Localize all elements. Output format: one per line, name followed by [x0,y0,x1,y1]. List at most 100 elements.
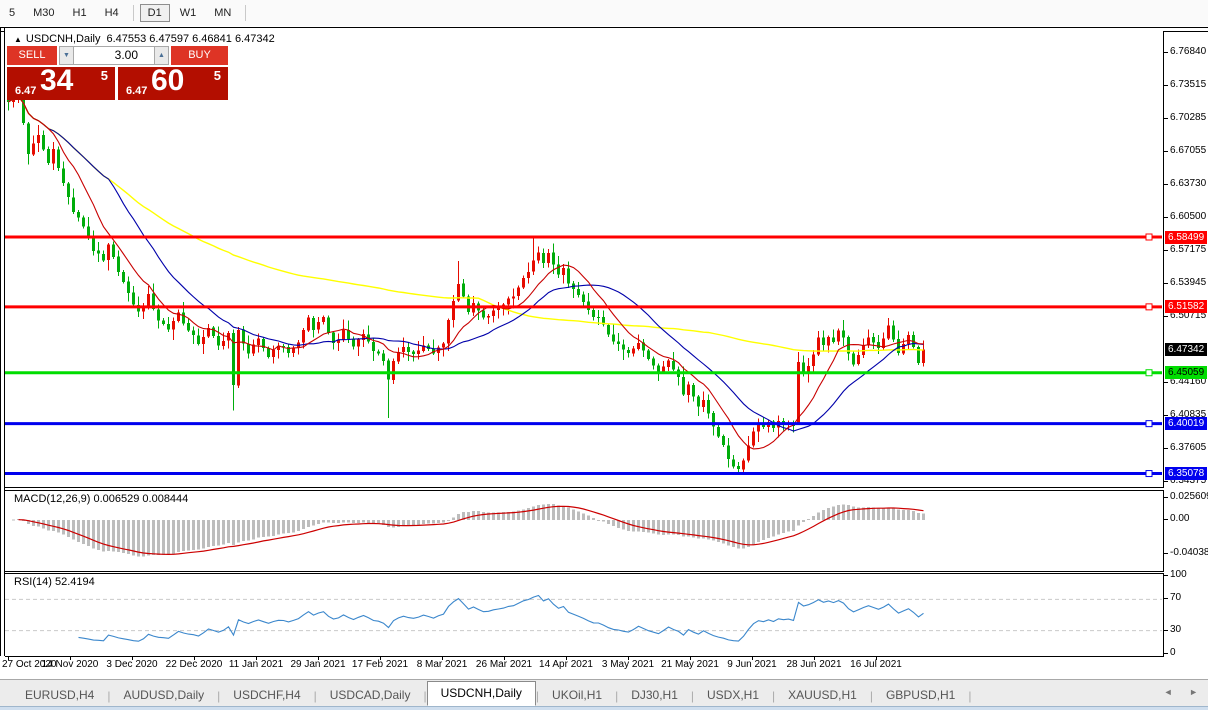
line-price-label: 6.51582 [1165,300,1208,314]
rsi-tick-label: 0 [1170,647,1176,658]
macd-tick-label: 0.00 [1170,513,1190,524]
chart-symbol: USDCNH,Daily [25,33,101,45]
date-tick [132,656,133,660]
timeframe-button-mn[interactable]: MN [214,7,232,19]
toolbar-separator [132,5,134,21]
tab-scroll-left-icon[interactable]: ◄ [1163,687,1173,697]
tab-separator: | [313,689,317,703]
tab-xauusd[interactable]: XAUUSD,H1 [788,688,857,702]
tab-usdcad[interactable]: USDCAD,Daily [329,688,411,702]
tab-separator: | [535,689,540,703]
price-tick-label: 6.73515 [1170,79,1207,91]
tab-usdchf[interactable]: USDCHF,H4 [233,688,301,702]
tab-usdcnh[interactable]: USDCNH,Daily [426,681,536,706]
price-tick-label: 6.57175 [1170,244,1207,256]
date-tick [628,656,629,660]
price-tick-label: 6.50715 [1170,309,1207,321]
date-tick [194,656,195,660]
hline-handle[interactable] [1145,420,1153,428]
date-tick [752,656,753,660]
volume-input[interactable]: 3.00 [74,46,154,65]
price-tick-label: 6.40835 [1170,409,1207,421]
sell-button[interactable]: SELL [7,46,57,65]
price-chart-canvas[interactable] [5,31,1162,487]
date-tick [318,656,319,660]
tab-usdx[interactable]: USDX,H1 [707,688,760,702]
macd-tick-label: -0.04038 [1170,547,1208,559]
date-tick [256,656,257,660]
tab-separator: | [107,689,111,703]
hline-handle[interactable] [1145,470,1153,478]
line-price-label: 6.45059 [1165,366,1208,380]
price-tick [1164,480,1168,482]
macd-tick [1164,519,1168,520]
timeframe-button-d1[interactable]: D1 [139,4,170,22]
volume-decrease-button[interactable]: ▼ [59,46,74,65]
chart-window-left-border [0,27,5,656]
rsi-line [78,594,924,642]
timeframe-button-h4[interactable]: H4 [104,7,119,19]
rsi-canvas[interactable] [5,574,1162,654]
buy-price-prefix: 6.47 [126,85,148,97]
tab-audusd[interactable]: AUDUSD,Daily [123,688,205,702]
date-tick-label: 11 Jan 2021 [228,659,284,670]
price-tick [1164,315,1168,317]
price-tick [1164,85,1168,87]
price-tick-label: 6.37605 [1170,442,1207,454]
tab-eurusd[interactable]: EURUSD,H4 [25,688,95,702]
chart-symbol-header: ▲ USDCNH,Daily 6.47553 6.47597 6.46841 6.4… [14,33,275,45]
horizontal-lines[interactable] [5,233,1162,478]
timeframe-button-m30[interactable]: M30 [33,7,55,19]
hline-handle[interactable] [1145,233,1153,241]
collapse-arrow-icon[interactable]: ▲ [14,35,22,44]
hline-handle[interactable] [1145,369,1153,377]
ma-slow-line [8,95,924,352]
status-strip [0,706,1208,710]
sell-price-display[interactable]: 6.47 34 5 [7,64,115,100]
timeframe-button-h1[interactable]: H1 [72,7,87,19]
macd-tick-label: 0.025609 [1170,491,1208,503]
timeframe-button-5[interactable]: 5 [9,7,16,19]
tab-gbpusd[interactable]: GBPUSD,H1 [885,688,956,702]
price-chart-panel[interactable]: ▲ USDCNH,Daily 6.47553 6.47597 6.46841 6.4… [5,31,1164,488]
macd-panel[interactable]: MACD(12,26,9) 0.006529 0.008444 [5,490,1164,572]
hline-handle[interactable] [1145,303,1153,311]
line-price-label: 6.58499 [1165,230,1208,244]
date-tick-label: 3 May 2021 [601,659,655,670]
date-tick [442,656,443,660]
sell-price-pip: 5 [100,68,108,83]
candles [7,85,925,474]
date-tick-label: 9 Jun 2021 [727,659,777,670]
toolbar-separator [245,5,247,21]
price-tick [1164,282,1168,284]
rsi-panel[interactable]: RSI(14) 52.4194 [5,573,1164,657]
date-tick-label: 27 Oct 2020 [2,659,57,670]
price-tick [1164,51,1168,53]
price-tick [1164,250,1168,252]
volume-increase-button[interactable]: ▲ [154,46,169,65]
current-price-label: 6.47342 [1165,343,1208,357]
sell-price-prefix: 6.47 [15,85,37,97]
price-tick [1164,117,1168,119]
macd-canvas[interactable] [5,491,1162,569]
macd-label: MACD(12,26,9) 0.006529 0.008444 [14,493,189,505]
ma-fast-line [8,95,924,450]
date-tick [504,656,505,660]
timeframe-button-w1[interactable]: W1 [179,7,197,19]
ma-mid-line [8,95,924,432]
tab-ukoil[interactable]: UKOil,H1 [552,688,603,702]
rsi-tick-label: 70 [1170,592,1182,604]
price-tick [1164,150,1168,152]
tab-scroll-right-icon[interactable]: ► [1189,687,1198,697]
macd-histogram [12,503,925,557]
date-tick [380,656,381,660]
date-tick-label: 22 Dec 2020 [165,659,223,670]
tab-dj30[interactable]: DJ30,H1 [631,688,678,702]
date-tick [876,656,877,660]
rsi-tick-label: 100 [1170,569,1187,580]
date-tick [566,656,567,660]
buy-price-display[interactable]: 6.47 60 5 [118,64,228,100]
buy-button[interactable]: BUY [171,46,228,65]
price-tick-label: 6.63730 [1170,178,1207,190]
price-tick-label: 6.60500 [1170,210,1207,222]
